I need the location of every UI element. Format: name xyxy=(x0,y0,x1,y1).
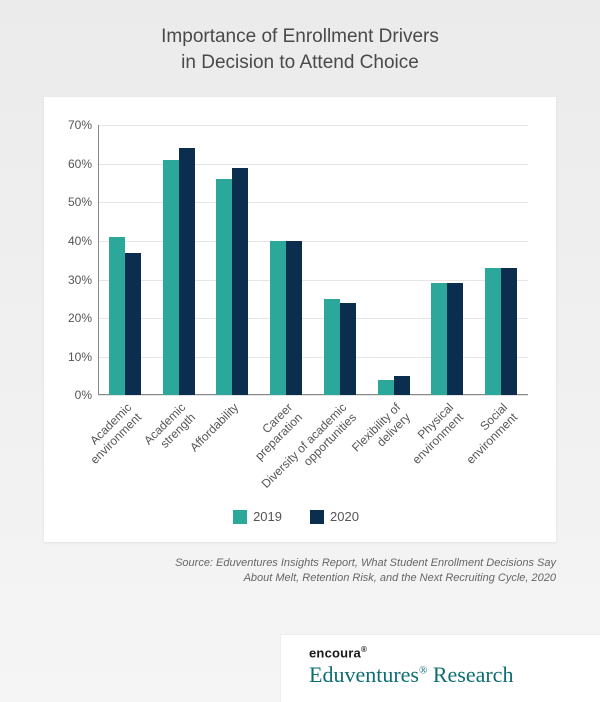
bar xyxy=(394,376,410,395)
bar xyxy=(163,160,179,395)
bar-group xyxy=(152,125,206,395)
y-tick-label: 20% xyxy=(68,311,98,325)
x-axis-labels: AcademicenvironmentAcademicstrengthAffor… xyxy=(98,395,528,505)
bar xyxy=(286,241,302,395)
legend-swatch xyxy=(310,510,324,524)
bar xyxy=(501,268,517,395)
bar xyxy=(109,237,125,395)
bar xyxy=(447,283,463,395)
bar xyxy=(270,241,286,395)
bar-group xyxy=(206,125,260,395)
legend-label: 2019 xyxy=(253,509,282,524)
chart-title: Importance of Enrollment Drivers in Deci… xyxy=(0,0,600,75)
bar xyxy=(179,148,195,395)
bar-group xyxy=(367,125,421,395)
y-tick-label: 70% xyxy=(68,118,98,132)
bar xyxy=(378,380,394,395)
bar-group xyxy=(98,125,152,395)
x-tick-label: Academicenvironment xyxy=(78,401,144,467)
y-tick-label: 10% xyxy=(68,350,98,364)
brand-footer: encoura® Eduventures® Research xyxy=(280,634,600,702)
bar-group xyxy=(313,125,367,395)
legend-swatch xyxy=(233,510,247,524)
y-tick-label: 40% xyxy=(68,234,98,248)
source-citation: Source: Eduventures Insights Report, Wha… xyxy=(120,556,556,586)
bar-group xyxy=(421,125,475,395)
legend-label: 2020 xyxy=(330,509,359,524)
chart-card: 0%10%20%30%40%50%60%70% Academicenvironm… xyxy=(44,97,556,542)
y-tick-label: 30% xyxy=(68,273,98,287)
bars-container xyxy=(98,125,528,395)
x-label-slot: Academicenvironment xyxy=(98,395,152,505)
bar xyxy=(324,299,340,395)
bar xyxy=(340,303,356,396)
bar xyxy=(216,179,232,395)
bar xyxy=(232,168,248,396)
bar xyxy=(485,268,501,395)
x-label-slot: Socialenvironment xyxy=(474,395,528,505)
brand-eduventures-research: Eduventures® Research xyxy=(309,662,582,688)
bar-group xyxy=(474,125,528,395)
y-tick-label: 0% xyxy=(75,388,98,402)
y-tick-label: 50% xyxy=(68,195,98,209)
legend-item: 2019 xyxy=(233,509,282,524)
title-line-1: Importance of Enrollment Drivers xyxy=(161,26,439,47)
bar-group xyxy=(259,125,313,395)
source-line-1: Source: Eduventures Insights Report, Wha… xyxy=(175,557,556,569)
legend: 2019 2020 xyxy=(56,509,536,524)
bar xyxy=(431,283,447,395)
y-tick-label: 60% xyxy=(68,157,98,171)
brand-encoura: encoura® xyxy=(309,645,582,660)
legend-item: 2020 xyxy=(310,509,359,524)
title-line-2: in Decision to Attend Choice xyxy=(181,52,419,73)
source-line-2: About Melt, Retention Risk, and the Next… xyxy=(244,572,556,584)
bar xyxy=(125,253,141,396)
plot-area: 0%10%20%30%40%50%60%70% xyxy=(98,125,528,395)
